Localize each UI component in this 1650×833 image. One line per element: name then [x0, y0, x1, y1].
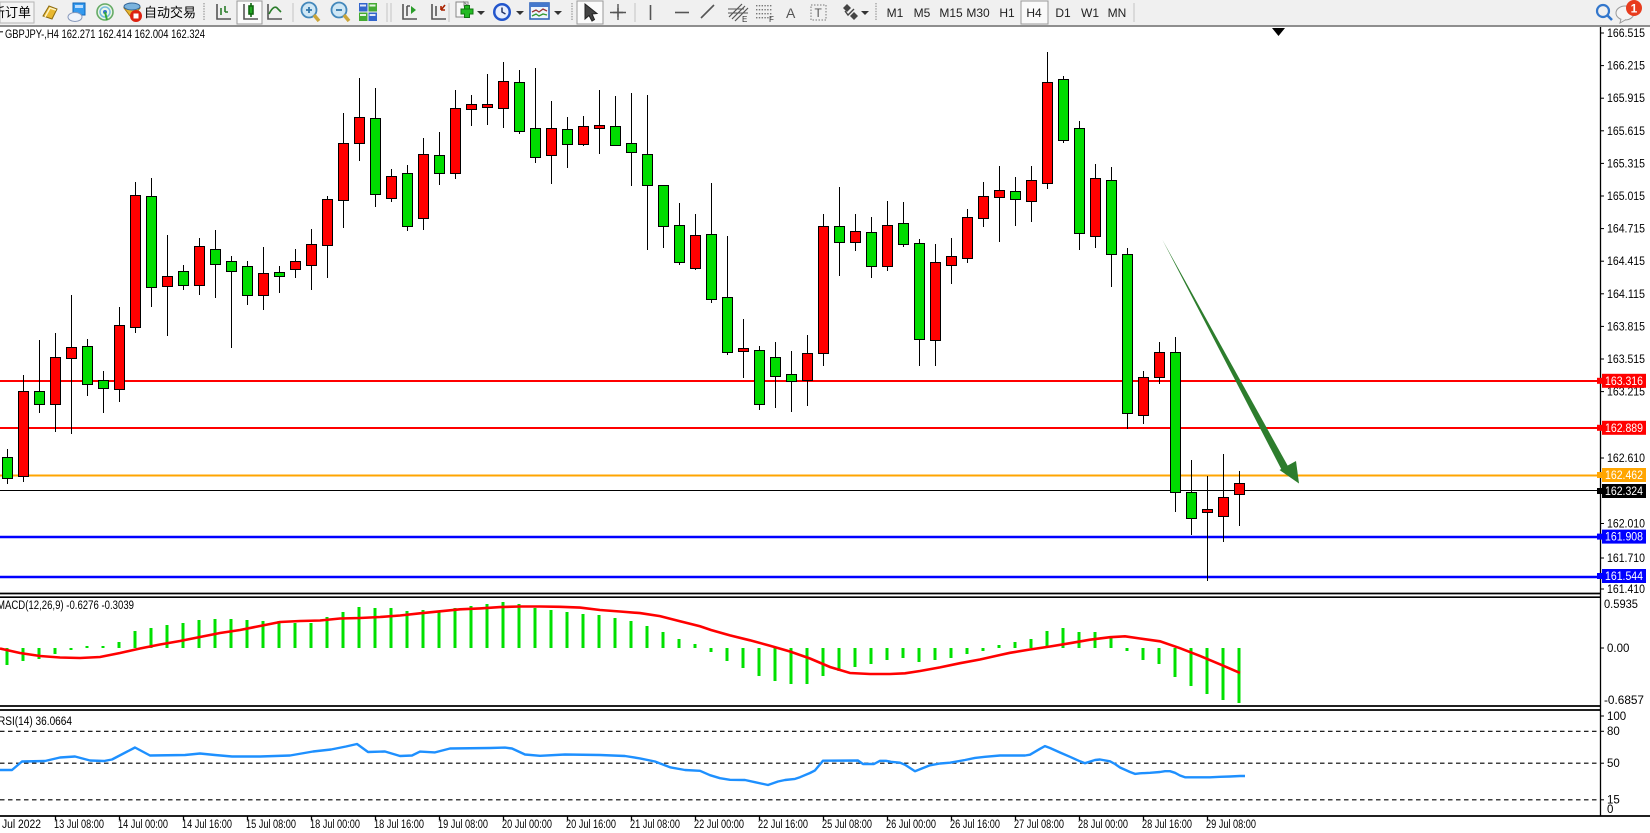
svg-text:21 Jul 08:00: 21 Jul 08:00 [630, 819, 680, 831]
svg-text:50: 50 [1607, 758, 1620, 770]
svg-text:MACD(12,26,9) -0.6276 -0.3039: MACD(12,26,9) -0.6276 -0.3039 [0, 600, 134, 612]
svg-text:163.215: 163.215 [1607, 387, 1645, 399]
svg-text:H4: H4 [1026, 6, 1042, 20]
svg-text:M30: M30 [966, 6, 990, 20]
svg-text:20 Jul 00:00: 20 Jul 00:00 [502, 819, 552, 831]
svg-text:25 Jul 08:00: 25 Jul 08:00 [822, 819, 872, 831]
svg-text:18 Jul 16:00: 18 Jul 16:00 [374, 819, 424, 831]
svg-text:165.315: 165.315 [1607, 158, 1645, 170]
svg-text:15: 15 [1607, 795, 1620, 807]
svg-text:161.710: 161.710 [1607, 553, 1645, 565]
svg-text:163.815: 163.815 [1607, 321, 1645, 333]
svg-text:162.610: 162.610 [1607, 453, 1645, 465]
svg-text:-0.6857: -0.6857 [1604, 695, 1644, 707]
svg-text:Jul 2022: Jul 2022 [2, 819, 41, 831]
svg-text:20 Jul 16:00: 20 Jul 16:00 [566, 819, 616, 831]
svg-text:F: F [769, 15, 774, 24]
svg-text:M5: M5 [914, 6, 931, 20]
svg-text:100: 100 [1607, 711, 1626, 723]
svg-text:14 Jul 16:00: 14 Jul 16:00 [182, 819, 232, 831]
svg-text:163.515: 163.515 [1607, 354, 1645, 366]
svg-text:166.215: 166.215 [1607, 61, 1645, 73]
svg-text:MN: MN [1108, 6, 1127, 20]
svg-text:H1: H1 [999, 6, 1015, 20]
svg-text:18 Jul 00:00: 18 Jul 00:00 [310, 819, 360, 831]
svg-text:161.410: 161.410 [1607, 584, 1645, 596]
svg-text:19 Jul 08:00: 19 Jul 08:00 [438, 819, 488, 831]
svg-text:GBPJPY-,H4 162.271 162.414 16: GBPJPY-,H4 162.271 162.414 162.004 162.3… [5, 27, 205, 41]
svg-text:D1: D1 [1055, 6, 1071, 20]
svg-text:T: T [815, 6, 823, 20]
svg-text:0.5935: 0.5935 [1604, 599, 1638, 611]
svg-text:28 Jul 16:00: 28 Jul 16:00 [1142, 819, 1192, 831]
svg-text:163.316: 163.316 [1605, 376, 1643, 388]
svg-text:22 Jul 00:00: 22 Jul 00:00 [694, 819, 744, 831]
svg-text:29 Jul 08:00: 29 Jul 08:00 [1206, 819, 1256, 831]
svg-text:0.00: 0.00 [1607, 643, 1629, 655]
svg-text:1: 1 [1631, 2, 1638, 16]
svg-text:162.889: 162.889 [1605, 423, 1643, 435]
svg-text:W1: W1 [1081, 6, 1099, 20]
svg-text:0: 0 [1607, 804, 1613, 816]
svg-text:26 Jul 00:00: 26 Jul 00:00 [886, 819, 936, 831]
svg-text:M15: M15 [939, 6, 963, 20]
svg-text:165.615: 165.615 [1607, 126, 1645, 138]
svg-text:161.908: 161.908 [1605, 532, 1643, 544]
svg-text:164.115: 164.115 [1607, 289, 1645, 301]
svg-text:164.715: 164.715 [1607, 224, 1645, 236]
svg-text:新订单: 新订单 [0, 5, 31, 20]
svg-text:E: E [742, 15, 747, 24]
svg-text:165.915: 165.915 [1607, 93, 1645, 105]
svg-text:A: A [786, 5, 796, 21]
svg-text:162.324: 162.324 [1605, 486, 1644, 498]
svg-text:166.515: 166.515 [1607, 28, 1645, 40]
svg-text:RSI(14) 36.0664: RSI(14) 36.0664 [0, 716, 73, 728]
svg-text:26 Jul 16:00: 26 Jul 16:00 [950, 819, 1000, 831]
svg-text:14 Jul 00:00: 14 Jul 00:00 [118, 819, 168, 831]
svg-text:162.010: 162.010 [1607, 519, 1645, 531]
svg-text:164.415: 164.415 [1607, 256, 1645, 268]
svg-text:27 Jul 08:00: 27 Jul 08:00 [1014, 819, 1064, 831]
svg-text:161.544: 161.544 [1605, 571, 1644, 583]
svg-text:80: 80 [1607, 726, 1620, 738]
svg-text:28 Jul 00:00: 28 Jul 00:00 [1078, 819, 1128, 831]
svg-text:M1: M1 [887, 6, 904, 20]
svg-text:13 Jul 08:00: 13 Jul 08:00 [54, 819, 104, 831]
svg-text:22 Jul 16:00: 22 Jul 16:00 [758, 819, 808, 831]
svg-text:自动交易: 自动交易 [144, 5, 196, 20]
svg-text:15 Jul 08:00: 15 Jul 08:00 [246, 819, 296, 831]
svg-text:165.015: 165.015 [1607, 191, 1645, 203]
svg-text:162.462: 162.462 [1605, 470, 1643, 482]
